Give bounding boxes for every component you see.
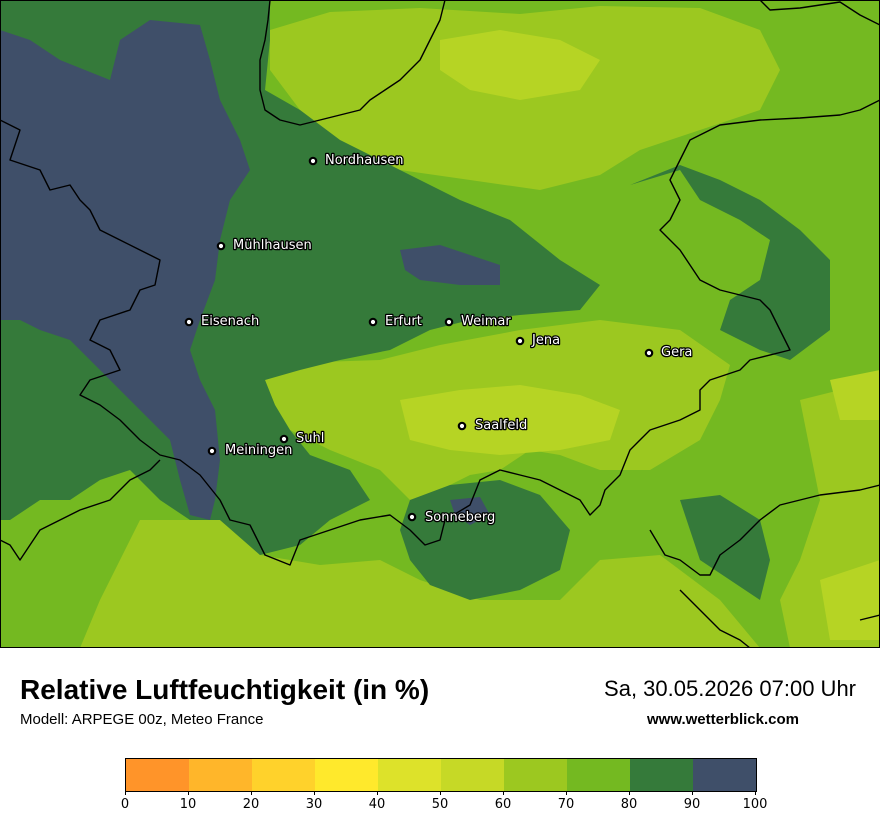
- color-legend: [125, 758, 757, 792]
- forecast-datetime: Sa, 30.05.2026 07:00 Uhr: [604, 676, 856, 701]
- humidity-zone-50-60-east: [830, 370, 880, 420]
- city-muehlhausen: Mühlhausen: [216, 237, 313, 254]
- legend-swatch-90-100: [693, 759, 756, 791]
- legend-tick: [125, 791, 126, 795]
- humidity-zone-80-90-sonneberg: [400, 480, 570, 600]
- city-suhl: Suhl: [279, 430, 326, 447]
- city-label: Eisenach: [201, 314, 259, 329]
- city-label: Saalfeld: [475, 418, 527, 433]
- city-marker: [407, 512, 417, 522]
- humidity-zone-90-100-south: [450, 497, 490, 525]
- legend-tick: [629, 791, 630, 795]
- legend-swatch-60-70: [504, 759, 567, 791]
- legend-tick: [692, 791, 693, 795]
- city-label: Sonneberg: [425, 510, 495, 525]
- legend-tick-label: 60: [494, 797, 512, 812]
- website-link[interactable]: www.wetterblick.com: [647, 711, 799, 728]
- legend-ticks: 0 10 20 30 40 50 60 70 80 90 100: [121, 791, 767, 815]
- humidity-zone-50-60-center: [400, 385, 620, 455]
- legend-tick: [314, 791, 315, 795]
- city-eisenach: Eisenach: [184, 313, 261, 330]
- city-marker: [279, 434, 289, 444]
- legend-swatch-50-60: [441, 759, 504, 791]
- city-marker: [216, 241, 226, 251]
- humidity-zone-80-90-southeast: [680, 495, 770, 600]
- city-nordhausen: Nordhausen: [308, 152, 405, 169]
- city-label: Jena: [531, 333, 560, 348]
- city-marker: [184, 317, 194, 327]
- city-sonneberg: Sonneberg: [407, 509, 497, 526]
- city-saalfeld: Saalfeld: [457, 417, 529, 434]
- humidity-map: Nordhausen Mühlhausen Eisenach Erfurt We…: [0, 0, 880, 648]
- city-marker: [368, 317, 378, 327]
- city-marker: [444, 317, 454, 327]
- city-label: Gera: [661, 345, 692, 360]
- city-erfurt: Erfurt: [368, 313, 423, 330]
- legend-tick-label: 100: [742, 797, 768, 812]
- city-weimar: Weimar: [444, 313, 513, 330]
- legend-tick-label: 10: [179, 797, 197, 812]
- legend-tick-label: 50: [431, 797, 449, 812]
- legend-tick-label: 30: [305, 797, 323, 812]
- city-marker: [644, 348, 654, 358]
- legend-tick-label: 80: [620, 797, 638, 812]
- legend-tick: [503, 791, 504, 795]
- city-meiningen: Meiningen: [207, 442, 294, 459]
- city-jena: Jena: [515, 332, 561, 349]
- legend-tick-label: 90: [683, 797, 701, 812]
- legend-tick-label: 20: [242, 797, 260, 812]
- map-title: Relative Luftfeuchtigkeit (in %): [20, 674, 430, 705]
- legend-tick-label: 40: [368, 797, 386, 812]
- footer: Relative Luftfeuchtigkeit (in %) Modell:…: [0, 648, 880, 830]
- state-borders: [0, 0, 880, 648]
- legend-tick-label: 0: [120, 797, 130, 812]
- humidity-zone-50-60-southeast: [820, 560, 880, 640]
- city-marker: [515, 336, 525, 346]
- legend-swatch-30-40: [315, 759, 378, 791]
- legend-tick: [440, 791, 441, 795]
- city-marker: [207, 446, 217, 456]
- legend-swatch-70-80: [567, 759, 630, 791]
- legend-tick: [251, 791, 252, 795]
- city-label: Meiningen: [225, 443, 292, 458]
- legend-swatch-0-10: [126, 759, 189, 791]
- legend-tick: [755, 791, 756, 795]
- city-label: Erfurt: [385, 314, 422, 329]
- city-label: Suhl: [296, 431, 324, 446]
- city-label: Weimar: [461, 314, 511, 329]
- legend-swatch-20-30: [252, 759, 315, 791]
- legend-tick-label: 70: [557, 797, 575, 812]
- model-info: Modell: ARPEGE 00z, Meteo France: [20, 711, 264, 728]
- legend-tick: [566, 791, 567, 795]
- legend-swatch-40-50: [378, 759, 441, 791]
- humidity-zone-90-100-west: [0, 20, 250, 520]
- city-label: Mühlhausen: [233, 238, 312, 253]
- humidity-zone-80-90-east: [630, 165, 830, 360]
- city-marker: [308, 156, 318, 166]
- legend-tick: [188, 791, 189, 795]
- legend-swatch-10-20: [189, 759, 252, 791]
- humidity-zone-60-70-south: [80, 520, 760, 648]
- city-marker: [457, 421, 467, 431]
- legend-swatch-80-90: [630, 759, 693, 791]
- humidity-zone-50-60-north: [440, 30, 600, 100]
- legend-tick: [377, 791, 378, 795]
- city-gera: Gera: [644, 344, 694, 361]
- humidity-zone-90-100-center: [400, 245, 500, 285]
- city-label: Nordhausen: [325, 153, 404, 168]
